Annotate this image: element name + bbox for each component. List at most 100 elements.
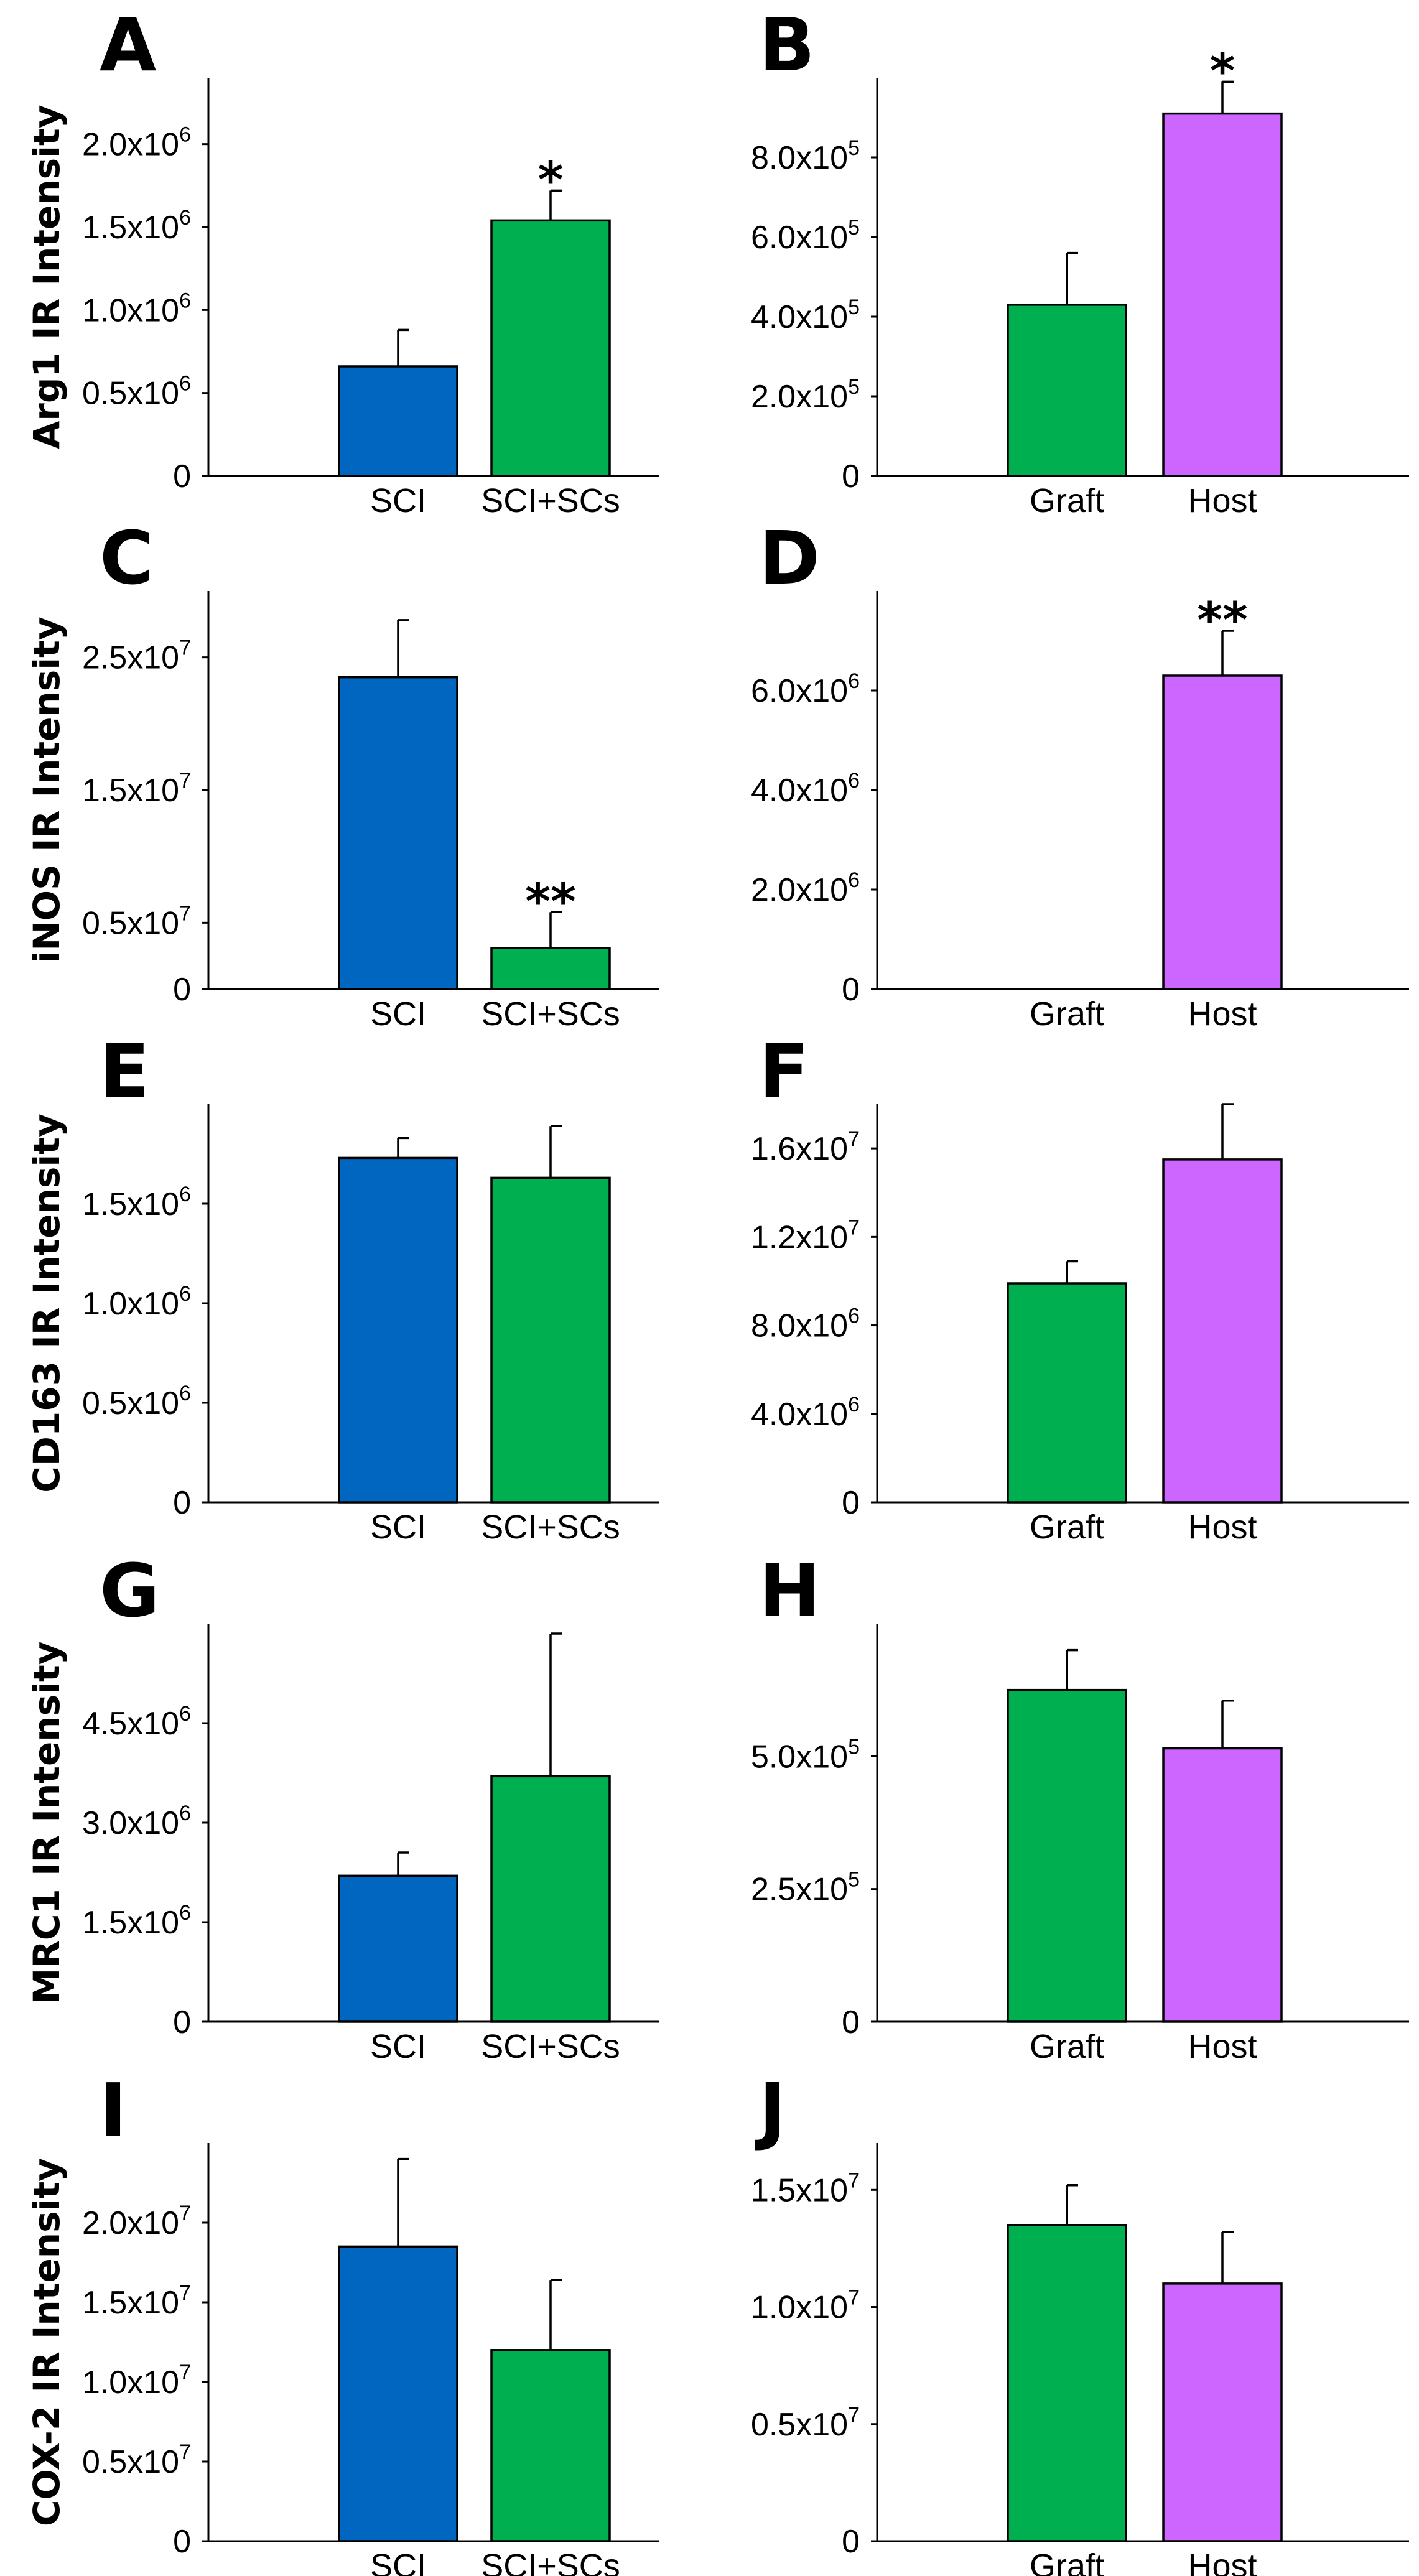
- y-tick-label: 1.5x106: [82, 1183, 191, 1222]
- y-tick-label: 0: [842, 972, 860, 1008]
- y-tick-exponent: 7: [848, 2286, 860, 2310]
- y-tick-label: 3.0x106: [82, 1802, 191, 1841]
- bar-graft: [1007, 1688, 1127, 2023]
- y-tick-exponent: 6: [179, 1282, 191, 1306]
- bar-sci-scs: [490, 219, 611, 477]
- y-tick-exponent: 6: [179, 206, 191, 230]
- y-tick-label: 0.5x106: [82, 1382, 191, 1421]
- y-tick-label: 2.0x106: [751, 868, 860, 908]
- y-tick-base: 0.5x10: [82, 2444, 179, 2480]
- bar-graft: [1007, 1282, 1127, 1504]
- y-tick-base: 2.5x10: [82, 640, 179, 676]
- bar-sci-scs: [490, 1775, 611, 2023]
- y-tick-exponent: 5: [848, 216, 860, 239]
- bar-sci-scs: [490, 1176, 611, 1504]
- y-tick-base: 0.5x10: [82, 376, 179, 412]
- y-tick-label: 0: [842, 458, 860, 495]
- y-tick-label: 4.0x105: [751, 295, 860, 335]
- x-tick-label: SCI: [370, 2547, 426, 2576]
- y-tick-label: 1.5x106: [82, 1901, 191, 1941]
- panel-letter: C: [100, 515, 154, 601]
- panel-letter: B: [759, 2, 815, 88]
- y-tick-label: 2.0x107: [82, 2202, 191, 2241]
- y-tick-base: 0: [842, 2004, 860, 2040]
- panel-letter: A: [100, 2, 156, 88]
- y-tick-label: 0.5x107: [82, 901, 191, 941]
- y-tick-exponent: 7: [179, 2281, 191, 2305]
- x-tick-label: Host: [1188, 2028, 1257, 2065]
- bar-sci: [338, 676, 458, 990]
- y-tick-label: 2.5x105: [751, 1868, 860, 1908]
- y-tick-base: 0: [173, 458, 191, 495]
- bar-sci: [338, 2245, 458, 2542]
- y-tick-exponent: 7: [179, 2202, 191, 2225]
- y-tick-base: 1.2x10: [751, 1219, 848, 1255]
- y-tick-exponent: 7: [848, 1127, 860, 1151]
- y-tick-exponent: 5: [848, 1735, 860, 1759]
- y-tick-label: 1.5x107: [82, 769, 191, 809]
- y-tick-label: 1.5x107: [751, 2169, 860, 2208]
- x-tick-label: SCI+SCs: [481, 2547, 620, 2576]
- x-tick-label: SCI: [370, 2028, 426, 2065]
- x-tick-label: Graft: [1030, 1509, 1104, 1546]
- bar-host: [1162, 674, 1283, 990]
- bar-sci-scs: [490, 2349, 611, 2542]
- y-tick-exponent: 6: [179, 1802, 191, 1825]
- y-tick-exponent: 7: [848, 1216, 860, 1239]
- y-axis-label: iNOS IR Intensity: [26, 616, 68, 963]
- y-tick-exponent: 6: [179, 1901, 191, 1925]
- y-tick-label: 0: [173, 2004, 191, 2040]
- y-tick-base: 0: [842, 2524, 860, 2560]
- y-tick-base: 1.5x10: [82, 773, 179, 809]
- y-tick-base: 8.0x10: [751, 140, 848, 176]
- y-tick-exponent: 5: [848, 295, 860, 319]
- y-tick-label: 1.6x107: [751, 1127, 860, 1167]
- y-tick-exponent: 6: [179, 1183, 191, 1206]
- y-tick-base: 8.0x10: [751, 1308, 848, 1344]
- y-tick-base: 2.0x10: [751, 872, 848, 908]
- y-tick-base: 6.0x10: [751, 220, 848, 256]
- y-tick-label: 8.0x106: [751, 1304, 860, 1344]
- y-tick-exponent: 7: [179, 2361, 191, 2384]
- x-tick-label: SCI: [370, 1509, 426, 1546]
- panel-letter: I: [100, 2067, 127, 2153]
- y-tick-exponent: 6: [179, 1382, 191, 1405]
- significance-marker: **: [525, 874, 576, 930]
- y-tick-base: 0: [173, 1485, 191, 1521]
- significance-marker: *: [1210, 44, 1235, 100]
- bar-graft: [1007, 304, 1127, 477]
- y-tick-exponent: 7: [848, 2169, 860, 2192]
- x-tick-label: Host: [1188, 995, 1257, 1033]
- y-tick-base: 0: [842, 1485, 860, 1521]
- panel-letter: E: [100, 1028, 150, 1114]
- x-tick-label: Host: [1188, 1509, 1257, 1546]
- y-tick-label: 4.0x106: [751, 1393, 860, 1433]
- x-tick-label: SCI+SCs: [481, 1509, 620, 1546]
- y-tick-exponent: 6: [848, 1393, 860, 1416]
- x-tick-label: Graft: [1030, 482, 1104, 519]
- y-axis-label: MRC1 IR Intensity: [26, 1641, 68, 2004]
- y-tick-label: 0: [173, 972, 191, 1008]
- y-tick-label: 4.0x106: [751, 769, 860, 809]
- y-tick-base: 4.0x10: [751, 299, 848, 335]
- panel-letter: J: [755, 2067, 786, 2153]
- y-tick-label: 1.5x106: [82, 206, 191, 246]
- y-tick-base: 1.5x10: [751, 2172, 848, 2208]
- y-tick-base: 0: [842, 458, 860, 495]
- y-tick-exponent: 6: [848, 669, 860, 693]
- x-tick-label: Host: [1188, 482, 1257, 519]
- y-axis-label: Arg1 IR Intensity: [26, 105, 68, 449]
- y-tick-exponent: 7: [848, 2403, 860, 2427]
- y-tick-base: 0: [173, 2004, 191, 2040]
- y-tick-base: 0: [173, 972, 191, 1008]
- bar-sci: [338, 365, 458, 477]
- y-tick-base: 2.0x10: [82, 127, 179, 163]
- bar-host: [1162, 1747, 1283, 2023]
- y-tick-exponent: 7: [179, 769, 191, 793]
